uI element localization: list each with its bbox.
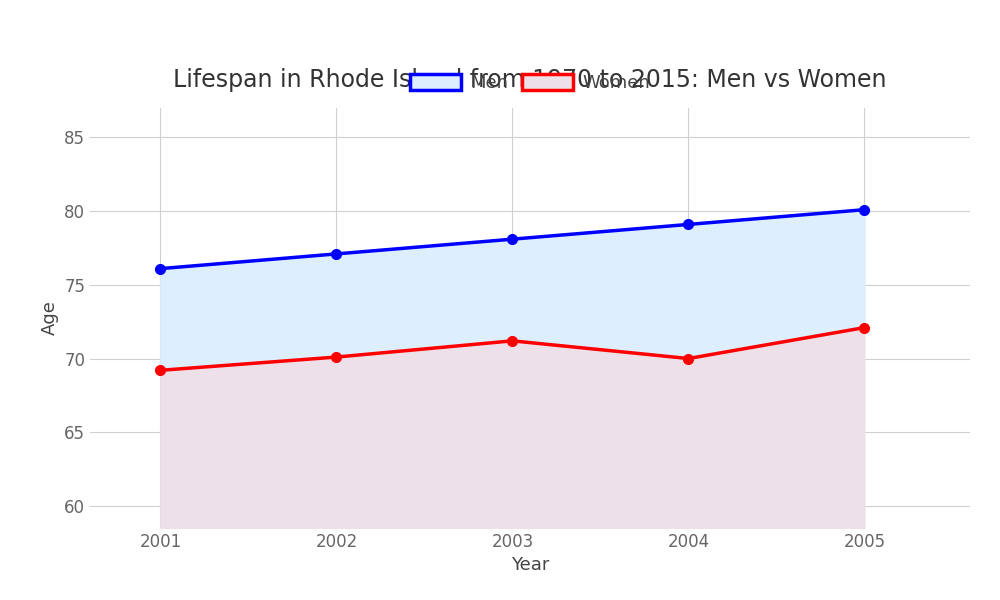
Y-axis label: Age: Age [41,301,59,335]
Title: Lifespan in Rhode Island from 1970 to 2015: Men vs Women: Lifespan in Rhode Island from 1970 to 20… [173,68,887,92]
Legend: Men, Women: Men, Women [403,67,657,100]
X-axis label: Year: Year [511,556,549,574]
